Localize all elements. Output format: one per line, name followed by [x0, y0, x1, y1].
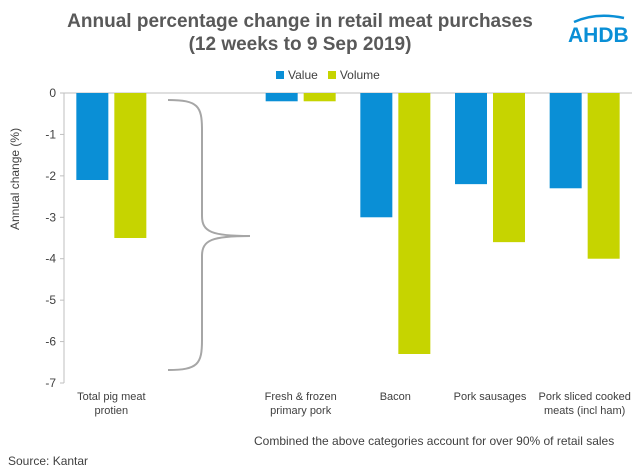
bar-volume-5	[587, 93, 620, 259]
y-tick-label: -3	[45, 210, 56, 224]
y-tick-label: -1	[45, 127, 56, 141]
y-tick-label: -2	[45, 169, 56, 183]
source-note: Source: Kantar	[8, 454, 89, 468]
y-tick-label: -6	[45, 335, 56, 349]
legend-label-value: Value	[288, 68, 318, 82]
y-tick-label: 0	[49, 86, 56, 100]
bar-value-2	[265, 93, 298, 102]
bar-value-4	[455, 93, 487, 185]
footnote: Combined the above categories account fo…	[254, 434, 615, 448]
category-label: Bacon	[380, 391, 411, 403]
y-tick-label: -7	[45, 376, 56, 390]
y-tick-label: -4	[45, 252, 56, 266]
legend-swatch-value	[276, 71, 284, 79]
ahdb-logo: AHDB	[566, 12, 636, 47]
bar-volume-4	[493, 93, 525, 243]
chart-title-line-2: (12 weeks to 9 Sep 2019)	[188, 34, 412, 55]
chart-title-line-1: Annual percentage change in retail meat …	[67, 11, 533, 32]
bar-volume-0	[114, 93, 147, 238]
ahdb-logo-graphic: AHDB	[568, 14, 629, 47]
bar-value-0	[76, 93, 109, 180]
legend-swatch-volume	[327, 71, 336, 79]
chart-title: Annual percentage change in retail meat …	[60, 10, 540, 56]
bar-volume-3	[398, 93, 431, 354]
chart-legend: Value Volume	[276, 68, 380, 82]
bar-volume-2	[303, 93, 336, 102]
legend-item-volume: Volume	[327, 68, 380, 82]
category-label: Total pig meat protien	[77, 391, 145, 417]
category-label: Pork sliced cooked meats (incl ham)	[539, 391, 631, 417]
y-tick-label: -5	[45, 293, 56, 307]
category-label: Fresh & frozen primary pork	[265, 391, 337, 417]
category-grouping-bracket	[167, 99, 251, 371]
bar-value-3	[360, 93, 393, 218]
logo-text: AHDB	[568, 24, 629, 46]
legend-label-volume: Volume	[339, 68, 380, 82]
bar-value-5	[549, 93, 582, 189]
legend-item-value: Value	[276, 68, 318, 82]
category-label: Pork sausages	[454, 391, 527, 403]
logo-swoosh	[573, 14, 625, 24]
